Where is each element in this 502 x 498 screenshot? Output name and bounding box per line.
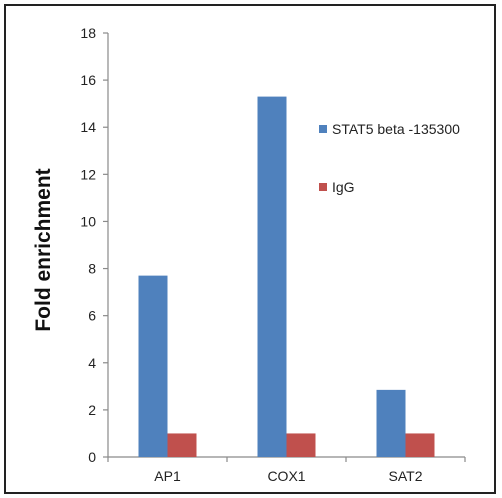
y-axis-label: Fold enrichment: [32, 168, 55, 331]
y-tick-label: 18: [80, 25, 96, 41]
y-tick-label: 4: [88, 355, 96, 371]
y-tick-label: 6: [88, 308, 96, 324]
bar-ap1-igg: [167, 433, 197, 457]
y-tick-label: 0: [88, 449, 96, 465]
y-tick-label: 10: [80, 213, 96, 229]
x-tick-label: SAT2: [389, 468, 423, 484]
legend-swatch: [319, 183, 327, 191]
legend: STAT5 beta -135300 IgG: [319, 121, 460, 195]
bar-cox1-stat5: [257, 96, 287, 457]
legend-swatch: [319, 125, 327, 133]
y-tick-label: 8: [88, 261, 96, 277]
bar-ap1-stat5: [138, 275, 168, 457]
chart-frame: [4, 4, 496, 494]
x-ticks: AP1 COX1 SAT2: [107, 457, 466, 484]
y-tick-label: 16: [80, 72, 96, 88]
bars: [138, 96, 435, 457]
legend-label: STAT5 beta -135300: [332, 121, 460, 137]
x-tick-label: AP1: [154, 468, 181, 484]
y-tick-label: 14: [80, 119, 96, 135]
y-tick-label: 2: [88, 402, 96, 418]
bar-sat2-igg: [405, 433, 435, 457]
bar-cox1-igg: [286, 433, 316, 457]
bar-sat2-stat5: [376, 389, 406, 457]
y-tick-label: 12: [80, 166, 96, 182]
x-tick-label: COX1: [267, 468, 305, 484]
legend-label: IgG: [332, 179, 355, 195]
y-ticks: 0 2 4 6 8 10 12 14 16 18: [80, 25, 108, 465]
